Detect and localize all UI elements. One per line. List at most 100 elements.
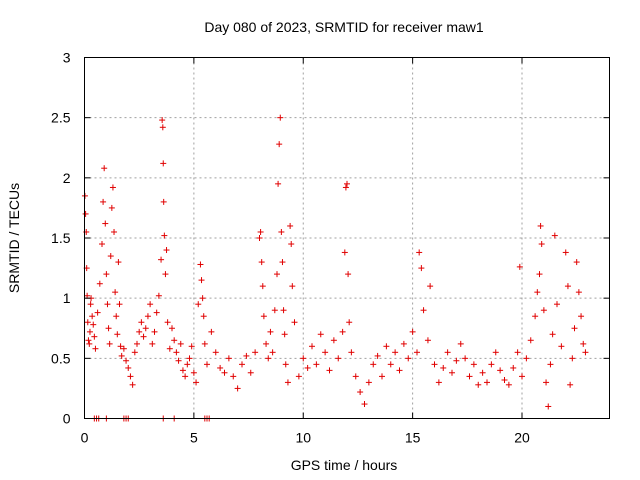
data-point bbox=[278, 228, 285, 235]
y-tick-labels: 0 0.5 1 1.5 2 2.5 3 bbox=[51, 50, 71, 427]
data-point bbox=[339, 328, 346, 335]
data-point bbox=[379, 373, 385, 380]
data-point bbox=[108, 204, 115, 211]
data-point bbox=[104, 301, 111, 308]
data-point bbox=[567, 381, 574, 388]
data-point bbox=[326, 367, 333, 374]
data-point bbox=[580, 340, 587, 347]
data-point bbox=[100, 198, 107, 205]
y-tick-label: 2 bbox=[63, 170, 71, 186]
data-point bbox=[252, 349, 259, 356]
data-point bbox=[225, 355, 232, 362]
data-point bbox=[258, 259, 265, 266]
data-point bbox=[536, 271, 543, 278]
data-point bbox=[276, 141, 283, 148]
y-tick-label: 2.5 bbox=[51, 110, 71, 126]
x-tick-label: 20 bbox=[514, 430, 530, 446]
y-tick-label: 1.5 bbox=[51, 230, 71, 246]
data-point bbox=[361, 401, 368, 408]
data-point bbox=[475, 381, 482, 388]
x-tick-label: 10 bbox=[295, 430, 311, 446]
data-point bbox=[118, 352, 125, 359]
data-point bbox=[444, 349, 451, 356]
data-point bbox=[488, 361, 495, 368]
x-axis-title: GPS time / hours bbox=[291, 457, 398, 473]
data-point bbox=[201, 340, 208, 347]
x-tick-labels: 0 5 10 15 20 bbox=[81, 430, 530, 446]
data-point bbox=[151, 328, 158, 335]
data-point bbox=[330, 337, 337, 344]
x-tick-label: 5 bbox=[190, 430, 198, 446]
data-point bbox=[582, 349, 589, 356]
data-point bbox=[519, 373, 525, 380]
data-point bbox=[161, 232, 168, 239]
data-point bbox=[505, 381, 512, 388]
data-point bbox=[257, 228, 264, 235]
data-point bbox=[106, 340, 113, 347]
data-point bbox=[94, 309, 101, 316]
data-point bbox=[144, 313, 151, 320]
data-point bbox=[271, 307, 278, 314]
data-point bbox=[348, 349, 355, 356]
data-point bbox=[492, 349, 499, 356]
data-point bbox=[91, 333, 98, 340]
data-point bbox=[547, 361, 554, 368]
data-point bbox=[543, 379, 550, 386]
data-point bbox=[523, 355, 530, 362]
data-point bbox=[357, 389, 364, 396]
data-point bbox=[87, 301, 94, 308]
y-tick-label: 0 bbox=[63, 411, 71, 427]
data-point bbox=[341, 249, 348, 256]
data-point bbox=[370, 361, 377, 368]
data-point bbox=[431, 361, 438, 368]
data-point bbox=[317, 331, 324, 338]
data-point bbox=[497, 367, 504, 374]
data-point bbox=[537, 222, 544, 229]
data-point bbox=[177, 340, 184, 347]
data-point bbox=[239, 361, 245, 368]
data-point bbox=[313, 361, 320, 368]
data-point bbox=[457, 340, 464, 347]
data-point bbox=[112, 289, 119, 296]
data-point bbox=[101, 165, 108, 172]
data-point bbox=[420, 307, 427, 314]
axis-ticks bbox=[84, 57, 610, 419]
data-point bbox=[159, 117, 166, 124]
data-point bbox=[365, 379, 372, 386]
data-point bbox=[147, 301, 154, 308]
data-point bbox=[188, 343, 195, 350]
data-point bbox=[484, 379, 490, 386]
data-point bbox=[282, 361, 289, 368]
data-point bbox=[102, 220, 109, 227]
data-point bbox=[440, 364, 447, 371]
y-tick-label: 3 bbox=[63, 50, 71, 66]
data-point bbox=[193, 379, 200, 386]
data-point bbox=[534, 289, 541, 296]
data-point bbox=[387, 361, 394, 368]
data-point bbox=[527, 337, 534, 344]
data-point bbox=[309, 343, 315, 350]
data-point bbox=[155, 292, 162, 299]
data-point bbox=[166, 345, 173, 352]
data-point bbox=[138, 319, 145, 326]
data-point bbox=[125, 364, 132, 371]
data-point bbox=[416, 249, 423, 256]
data-point bbox=[405, 355, 412, 362]
data-point bbox=[198, 277, 205, 284]
data-point bbox=[149, 340, 156, 347]
data-point bbox=[159, 124, 166, 131]
data-point bbox=[195, 301, 202, 308]
data-point bbox=[449, 369, 455, 376]
data-point bbox=[134, 340, 140, 347]
data-point bbox=[153, 309, 160, 316]
data-point bbox=[549, 331, 556, 338]
data-point bbox=[158, 256, 165, 263]
data-point bbox=[470, 361, 477, 368]
data-point bbox=[175, 357, 182, 364]
data-point bbox=[575, 289, 582, 296]
data-point bbox=[277, 114, 284, 121]
data-point bbox=[96, 280, 103, 287]
data-point bbox=[89, 313, 96, 320]
data-point bbox=[352, 373, 359, 380]
